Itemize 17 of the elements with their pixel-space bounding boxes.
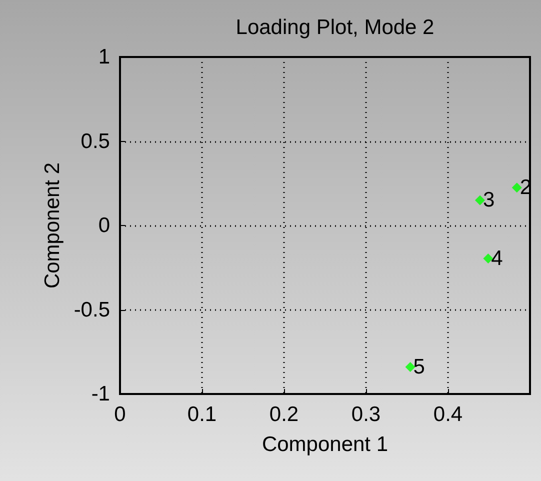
y-tick-label: 0 [98,214,110,237]
annotation: 4 [491,247,504,270]
y-tick-label: -1 [91,382,110,406]
point [512,182,522,193]
chart-title: Loading Plot, Mode 2 [236,16,434,39]
x-axis-title: Component 1 [262,433,388,456]
x-tick-label: 0.1 [187,403,217,426]
y-tick-label: 1 [98,46,110,68]
y-axis-title: Component 2 [40,162,64,289]
x-tick-label: 0 [114,403,126,426]
x-tick-label: 0.4 [433,403,463,426]
y-tick-label: -0.5 [74,298,110,322]
x-tick-label: 0.3 [351,403,381,426]
x-tick-label: 0.2 [269,403,299,426]
annotation: 5 [413,356,425,379]
y-tick-label: 0.5 [80,130,110,153]
annotation: 3 [482,188,495,212]
